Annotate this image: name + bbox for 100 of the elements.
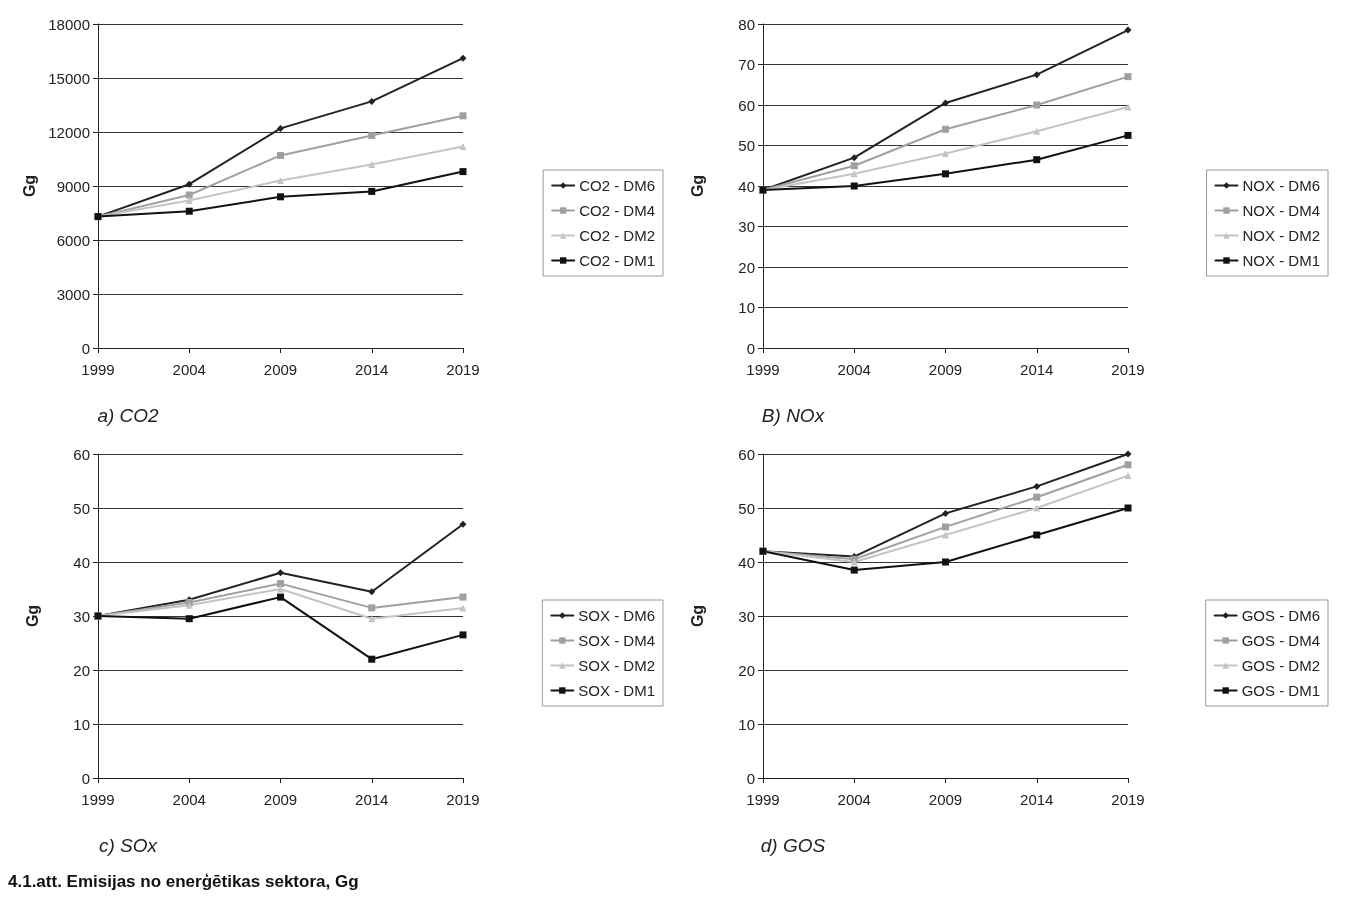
x-tick-label: 2019 [446, 791, 480, 808]
y-tick-label: 60 [738, 445, 755, 463]
point [850, 154, 858, 162]
point [368, 655, 376, 663]
legend-label: NOX - DM1 [1242, 252, 1321, 269]
point [1033, 531, 1041, 539]
y-tick-label: 20 [738, 258, 755, 276]
legend-label: SOX - DM4 [578, 632, 656, 649]
point [277, 177, 284, 185]
point [185, 615, 193, 623]
point [459, 142, 467, 150]
y-axis-title: Gg [688, 604, 706, 628]
y-tick-label: 30 [738, 607, 755, 625]
y-tick-label: 80 [738, 15, 755, 33]
y-tick-label: 50 [738, 137, 755, 154]
x-tick-label: 2009 [263, 361, 298, 378]
point [459, 593, 467, 601]
point [1033, 493, 1041, 501]
point [942, 523, 949, 531]
point [368, 160, 376, 168]
y-axis-title: Gg [23, 604, 41, 628]
point [942, 531, 949, 539]
legend-label: CO2 - DM1 [579, 252, 655, 269]
x-tick-label: 2019 [446, 361, 480, 378]
point [368, 132, 376, 140]
x-tick-label: 2014 [1020, 791, 1054, 808]
legend-label: SOX - DM2 [578, 657, 656, 674]
point [1033, 101, 1041, 109]
y-tick-label: 50 [73, 499, 90, 517]
point [185, 191, 193, 199]
y-tick-label: 10 [73, 715, 90, 733]
point [368, 588, 376, 596]
x-tick-label: 2009 [263, 791, 298, 808]
y-tick-label: 0 [81, 339, 90, 357]
y-tick-label: 9000 [56, 177, 90, 195]
legend-label: NOX - DM4 [1242, 202, 1321, 219]
point [277, 569, 284, 577]
legend-label: SOX - DM1 [578, 682, 656, 699]
x-tick-label: 2009 [928, 361, 963, 378]
point [459, 112, 467, 120]
legend-label: GOS - DM6 [1241, 607, 1320, 624]
x-tick-label: 1999 [81, 361, 115, 378]
x-tick-label: 2019 [1111, 791, 1145, 808]
legend-label: SOX - DM6 [578, 607, 656, 624]
point [277, 151, 284, 159]
point [185, 180, 193, 188]
point [942, 509, 949, 517]
point [459, 631, 467, 639]
y-tick-label: 30 [73, 607, 90, 625]
text: B) NOx [761, 405, 826, 426]
y-tick-label: 0 [746, 769, 755, 787]
point [942, 99, 949, 107]
y-tick-label: 18000 [48, 15, 90, 33]
y-tick-label: 60 [738, 96, 755, 114]
y-tick-label: 12000 [48, 123, 90, 141]
point [368, 97, 376, 105]
text: c) SOx [98, 835, 159, 856]
y-tick-label: 6000 [56, 231, 90, 249]
legend-label: GOS - DM1 [1241, 682, 1320, 699]
point [850, 182, 858, 190]
point [850, 566, 858, 574]
y-tick-label: 40 [738, 177, 755, 195]
y-tick-label: 20 [73, 661, 90, 679]
legend-label: GOS - DM2 [1241, 657, 1320, 674]
point [1124, 504, 1132, 512]
legend-label: CO2 - DM2 [579, 227, 655, 244]
point [1124, 131, 1132, 139]
text: 4.1.att. Emisijas no enerģētikas sektora, Gg [8, 872, 360, 892]
point [277, 585, 284, 593]
point [185, 196, 193, 204]
point [277, 593, 284, 601]
y-tick-label: 50 [738, 499, 755, 517]
y-tick-label: 0 [746, 339, 755, 357]
x-tick-label: 1999 [746, 791, 780, 808]
legend-label: GOS - DM4 [1241, 632, 1320, 649]
y-tick-label: 10 [738, 299, 755, 316]
legend-label: CO2 - DM6 [579, 177, 655, 194]
point [1033, 504, 1041, 512]
x-tick-label: 2004 [837, 791, 871, 808]
legend-label: NOX - DM6 [1242, 177, 1321, 194]
y-tick-label: 40 [73, 553, 90, 571]
legend-label: CO2 - DM4 [579, 202, 655, 219]
point [942, 170, 949, 178]
point [1033, 71, 1041, 79]
point [368, 604, 376, 612]
text: d) GOS [760, 835, 826, 856]
point [459, 54, 467, 62]
point [1124, 450, 1132, 458]
point [277, 193, 284, 201]
point [1124, 26, 1132, 34]
y-tick-label: 0 [81, 769, 90, 787]
point [1033, 156, 1041, 164]
y-tick-label: 3000 [56, 285, 90, 303]
x-tick-label: 2009 [928, 791, 963, 808]
point [942, 150, 949, 158]
x-tick-label: 2004 [837, 361, 871, 378]
x-tick-label: 2014 [355, 791, 389, 808]
y-axis-title: Gg [20, 174, 38, 198]
point [459, 604, 467, 612]
y-tick-label: 70 [738, 56, 755, 73]
